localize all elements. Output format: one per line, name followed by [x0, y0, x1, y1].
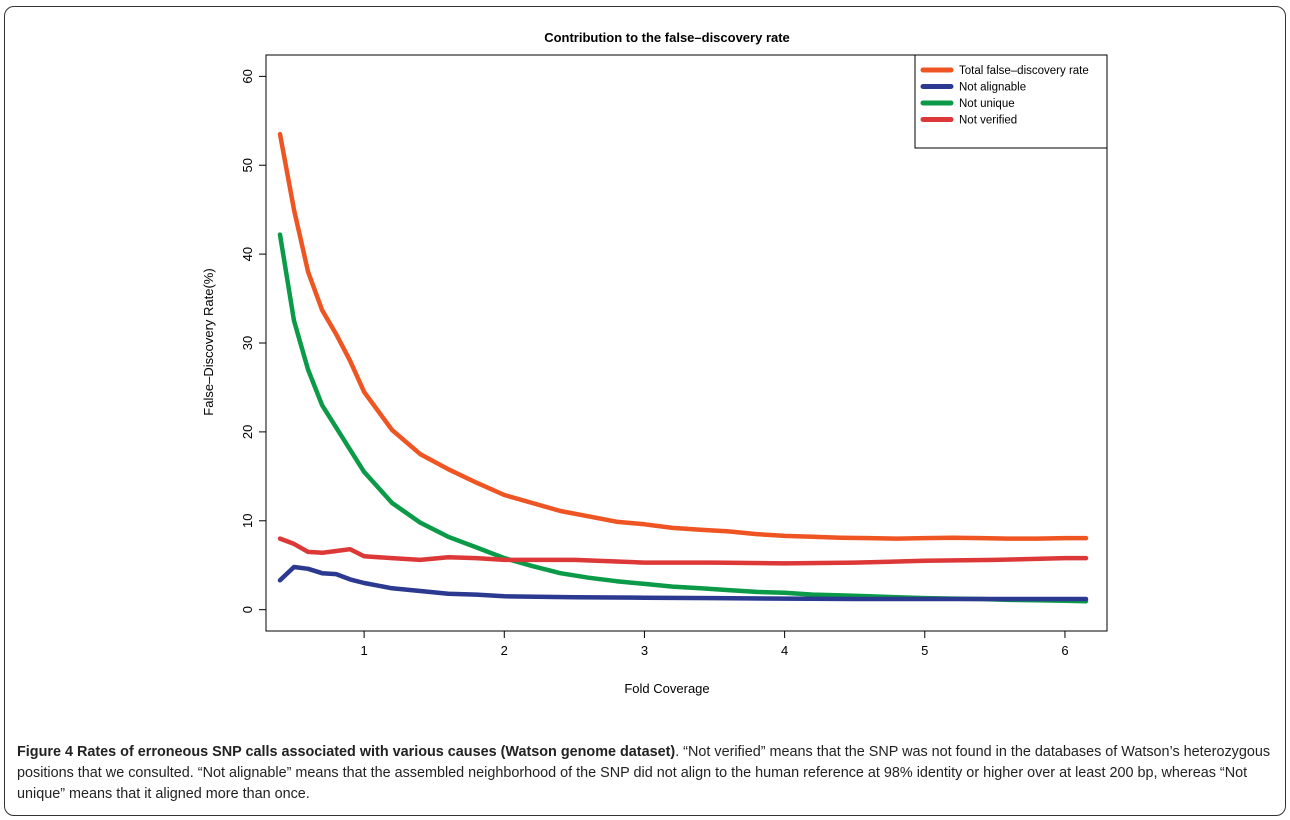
y-tick-label: 50 [240, 158, 255, 172]
y-tick-label: 60 [240, 69, 255, 83]
line-chart: Contribution to the false–discovery rate… [201, 30, 1108, 696]
series-line-2 [277, 232, 1089, 604]
x-tick-label: 4 [781, 643, 788, 658]
series-line-3 [277, 536, 1089, 566]
figure-frame: Contribution to the false–discovery rate… [4, 6, 1286, 816]
caption-title: Figure 4 Rates of erroneous SNP calls as… [17, 744, 676, 760]
legend-label: Not unique [959, 98, 1015, 110]
y-axis: 0 10 20 30 40 50 60 [240, 69, 266, 613]
y-tick-label: 20 [240, 425, 255, 439]
series-line-0 [277, 131, 1089, 541]
legend: Total false–discovery rate Not alignable N… [914, 54, 1108, 149]
y-tick-label: 40 [240, 247, 255, 261]
x-tick-label: 3 [641, 643, 648, 658]
y-tick-label: 10 [240, 514, 255, 528]
y-tick-label: 0 [240, 606, 255, 613]
x-tick-label: 6 [1061, 643, 1068, 658]
x-axis: 1 2 3 4 5 6 [360, 631, 1069, 658]
series-layer [277, 131, 1089, 604]
x-tick-label: 1 [360, 643, 367, 658]
legend-label: Total false–discovery rate [959, 65, 1089, 77]
chart-title: Contribution to the false–discovery rate [544, 30, 790, 45]
caption-text: . “Not verified” means that the SNP was … [17, 744, 1271, 802]
legend-label: Not verified [959, 115, 1017, 127]
y-axis-label: False–Discovery Rate(%) [201, 268, 216, 415]
figure-caption: Figure 4 Rates of erroneous SNP calls as… [17, 742, 1277, 805]
series-line-1 [277, 564, 1089, 602]
x-axis-label: Fold Coverage [624, 681, 709, 696]
legend-label: Not alignable [959, 82, 1026, 94]
x-tick-label: 5 [921, 643, 928, 658]
y-tick-label: 30 [240, 336, 255, 350]
x-tick-label: 2 [501, 643, 508, 658]
